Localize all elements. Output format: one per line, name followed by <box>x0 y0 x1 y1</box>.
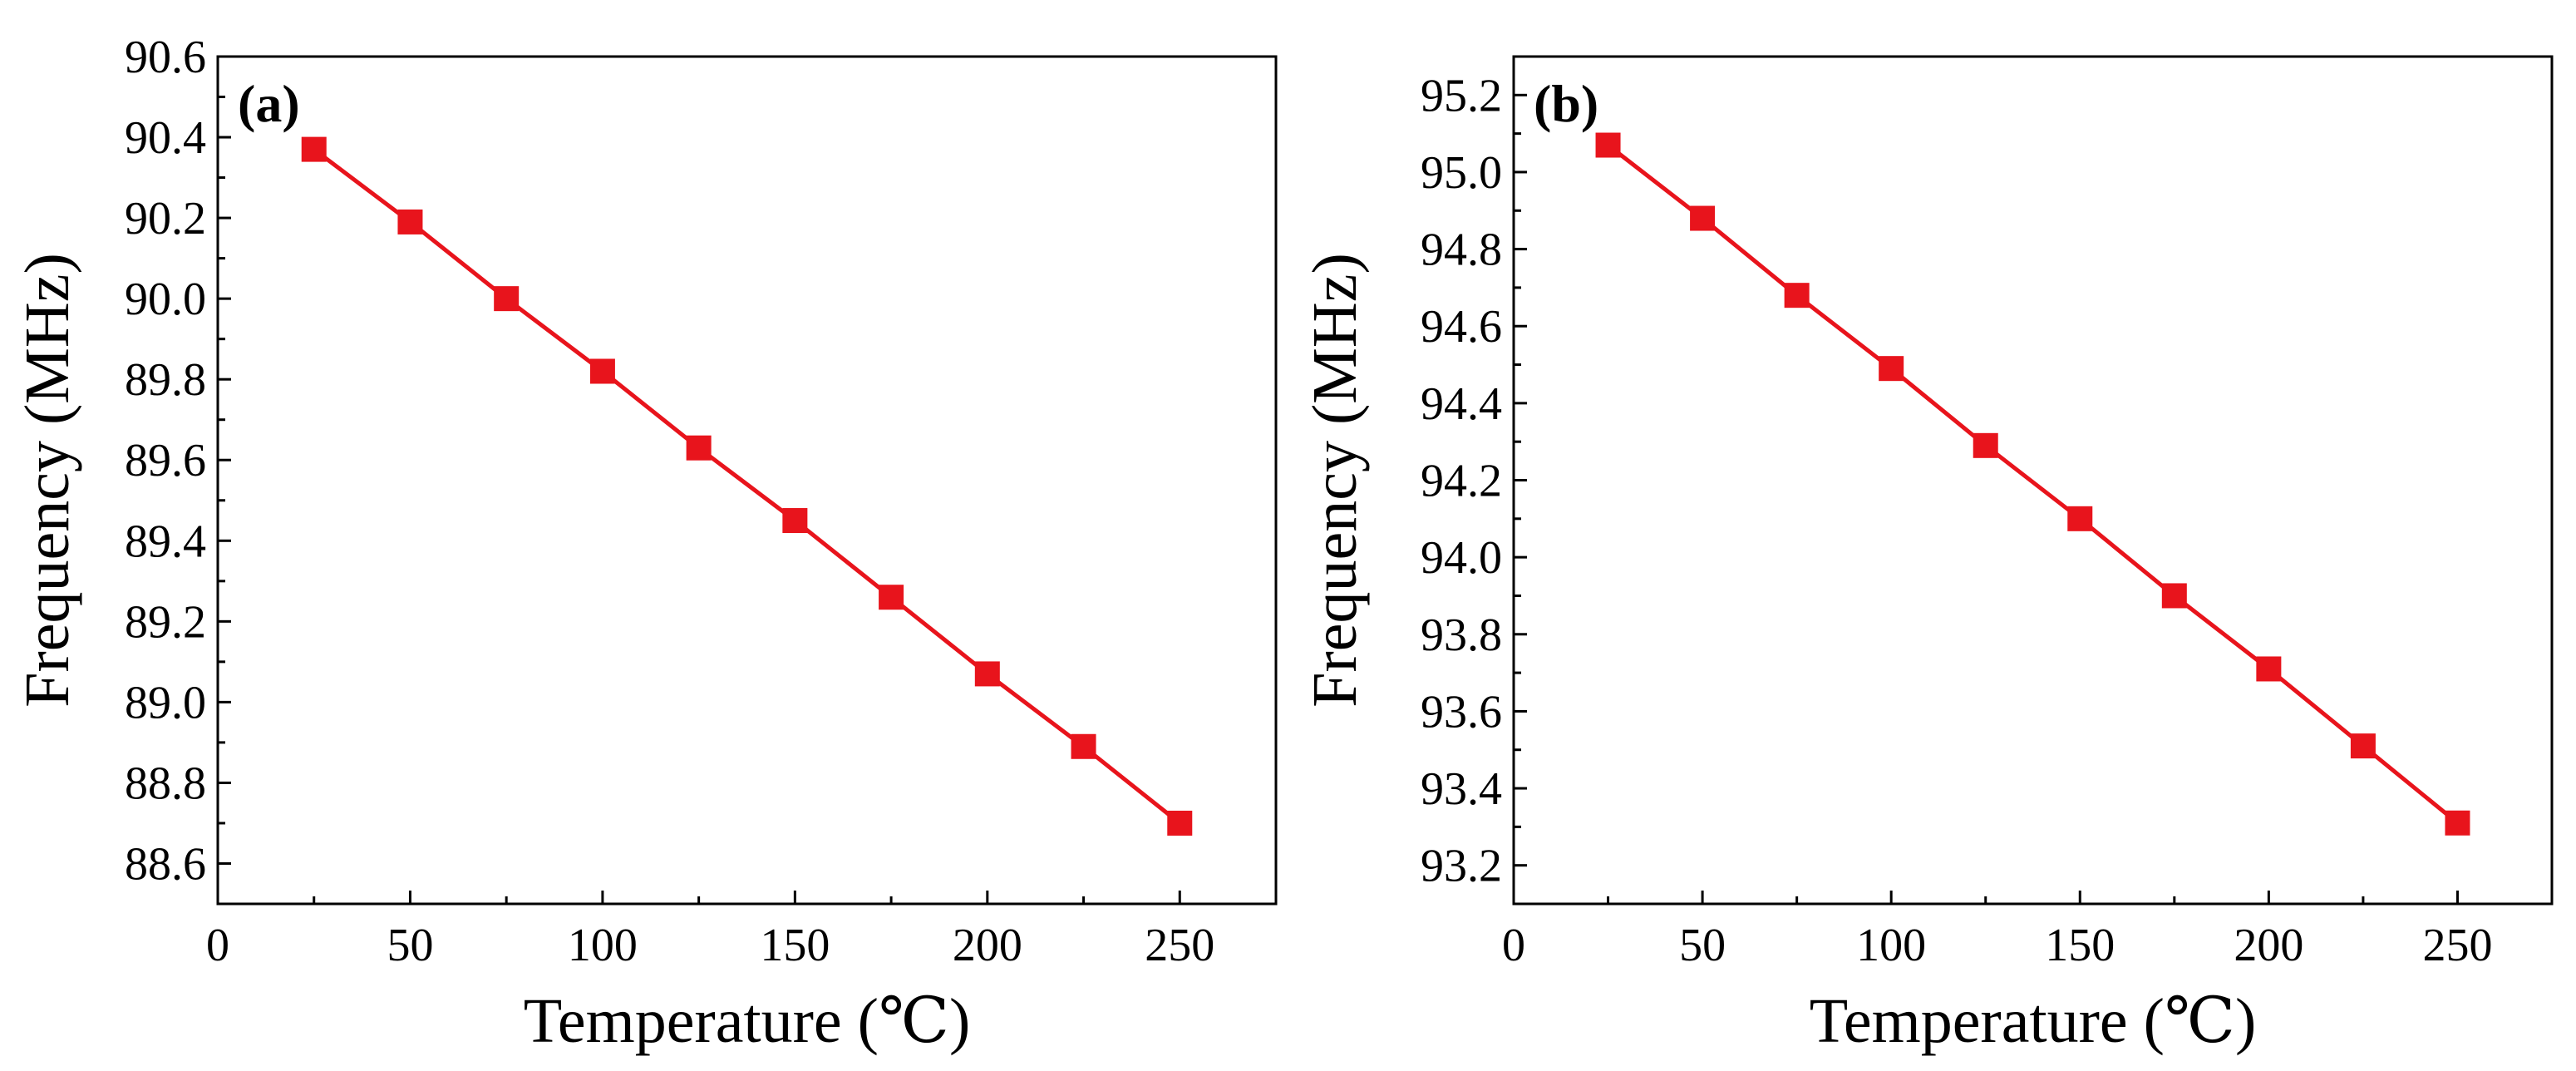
data-point-marker <box>1879 356 1904 382</box>
data-point-marker <box>1973 432 1998 458</box>
plot-frame <box>216 55 1278 906</box>
series-line <box>1606 143 2460 825</box>
x-tick-label: 250 <box>2422 920 2492 971</box>
y-tick-label: 94.6 <box>1421 301 1502 353</box>
y-tick-label: 90.4 <box>125 112 206 164</box>
data-point-marker <box>2161 583 2187 609</box>
y-tick-label: 94.2 <box>1421 456 1502 507</box>
y-tick-label: 94.0 <box>1421 532 1502 584</box>
y-tick-label: 93.8 <box>1421 610 1502 661</box>
y-tick-label: 94.4 <box>1421 378 1502 430</box>
data-point-marker <box>1167 810 1193 836</box>
data-point-marker <box>1784 283 1810 308</box>
chart-b-svg: 0 50 100 150 200 250 93.2 93.4 93.6 93.8 94.0 94.2 9… <box>1300 55 2554 1056</box>
data-point-marker <box>1690 205 1716 231</box>
data-point-marker <box>2256 656 2282 682</box>
y-tick-label: 89.6 <box>125 435 206 486</box>
y-axis-title: Frequency (MHz) <box>12 253 82 708</box>
y-tick-label: 88.8 <box>125 758 206 809</box>
y-tick-label: 90.0 <box>125 274 206 325</box>
x-tick-label: 100 <box>568 920 638 971</box>
x-axis-title: Temperature (℃) <box>524 986 971 1056</box>
series-line <box>313 147 1181 825</box>
data-point-marker <box>589 358 615 384</box>
data-point-marker <box>2067 506 2093 531</box>
data-point-marker <box>301 136 327 162</box>
x-tick-label: 0 <box>206 920 229 971</box>
y-tick-label: 90.2 <box>125 193 206 244</box>
chart-panel-b: 0 50 100 150 200 250 93.2 93.4 93.6 93.8 94.0 94.2 9… <box>1288 0 2576 1067</box>
panel-label: (a) <box>238 74 300 133</box>
y-tick-label: 94.8 <box>1421 225 1502 276</box>
data-point-marker <box>2445 810 2470 836</box>
chart-panel-a: 0 50 100 150 200 250 88.6 88.8 89.0 89.2 89.4 89.6 8… <box>0 0 1288 1067</box>
chart-a-svg: 0 50 100 150 200 250 88.6 88.8 89.0 89.2 89.4 89.6 8… <box>12 32 1278 1056</box>
data-point-marker <box>879 585 904 610</box>
y-tick-label: 89.2 <box>125 596 206 648</box>
y-axis-title: Frequency (MHz) <box>1300 253 1370 708</box>
y-tick-label: 89.4 <box>125 516 206 567</box>
y-tick-label: 93.2 <box>1421 841 1502 892</box>
y-tick-label: 93.6 <box>1421 686 1502 738</box>
data-point-marker <box>686 435 712 461</box>
y-tick-label: 89.8 <box>125 354 206 406</box>
data-point-marker <box>782 508 808 534</box>
panel-label: (b) <box>1534 74 1598 133</box>
x-tick-label: 50 <box>387 920 433 971</box>
x-tick-label: 150 <box>2045 920 2115 971</box>
x-axis-title: Temperature (℃) <box>1810 986 2257 1056</box>
y-tick-label: 95.2 <box>1421 70 1502 121</box>
x-tick-label: 50 <box>1679 920 1726 971</box>
data-point-marker <box>494 286 520 312</box>
data-point-marker <box>397 209 423 234</box>
y-tick-label: 89.0 <box>125 677 206 728</box>
x-tick-label: 200 <box>2234 920 2303 971</box>
x-tick-label: 250 <box>1145 920 1214 971</box>
data-point-marker <box>2350 733 2376 759</box>
y-tick-label: 95.0 <box>1421 147 1502 199</box>
data-point-marker <box>1071 733 1096 759</box>
x-tick-label: 100 <box>1856 920 1926 971</box>
y-tick-label: 90.6 <box>125 32 206 83</box>
x-tick-label: 0 <box>1502 920 1525 971</box>
y-tick-label: 88.6 <box>125 838 206 890</box>
x-tick-label: 150 <box>760 920 830 971</box>
data-point-marker <box>1595 132 1621 158</box>
y-tick-label: 93.4 <box>1421 763 1502 815</box>
data-point-marker <box>974 661 1000 687</box>
x-tick-label: 200 <box>953 920 1022 971</box>
